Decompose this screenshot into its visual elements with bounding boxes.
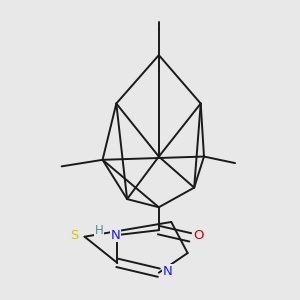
Text: H: H — [95, 224, 104, 237]
Text: O: O — [193, 229, 204, 242]
Text: N: N — [111, 229, 121, 242]
Text: N: N — [163, 265, 173, 278]
Text: S: S — [70, 229, 79, 242]
